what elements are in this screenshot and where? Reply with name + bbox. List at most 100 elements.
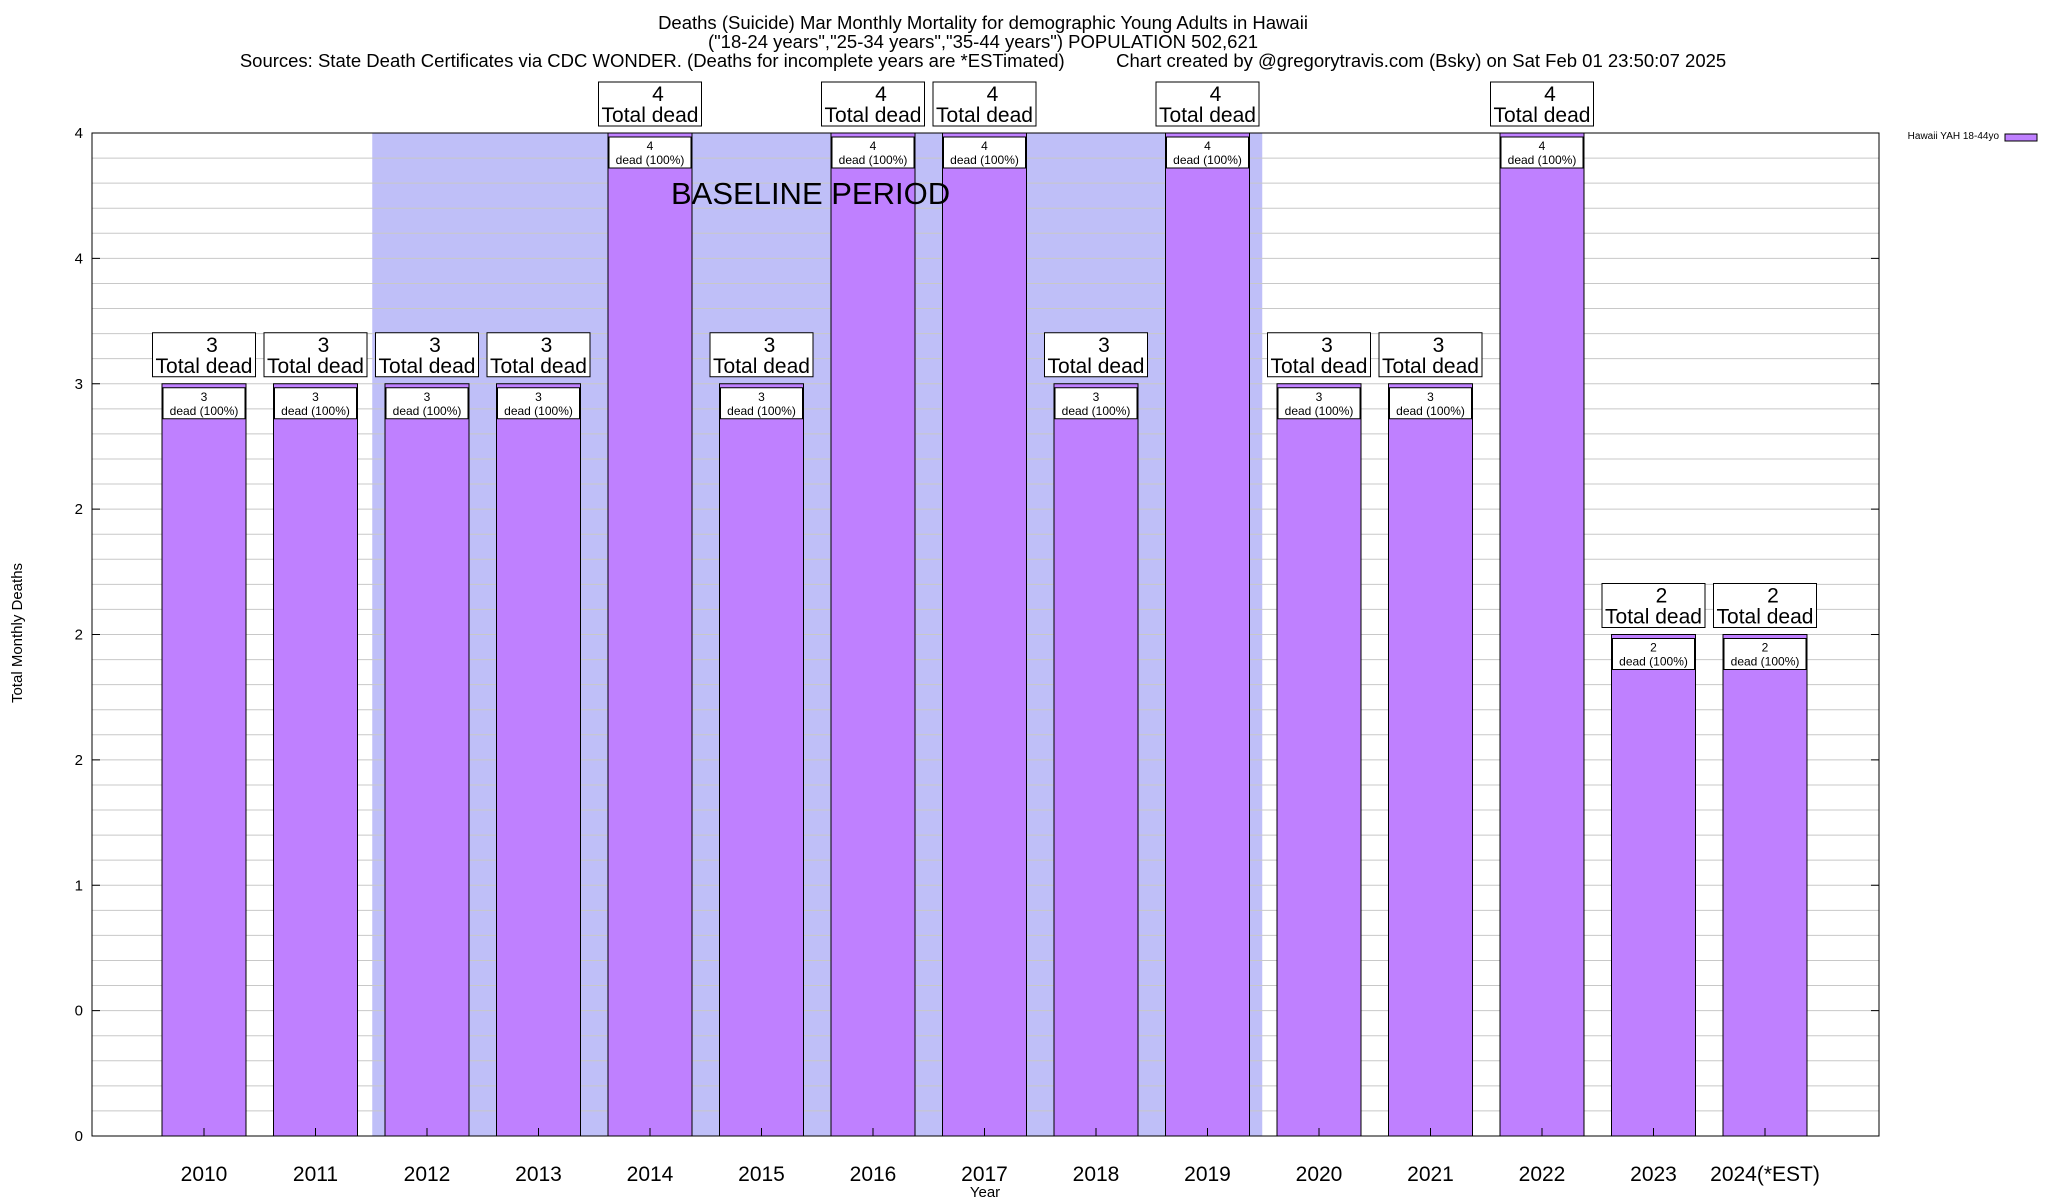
total-label-value: 3: [318, 334, 330, 357]
bar: [1499, 132, 1585, 1137]
x-tick-label: 2011: [293, 1163, 338, 1186]
inner-label-value: 3: [1427, 390, 1434, 404]
inner-label-text: dead (100%): [281, 404, 350, 418]
inner-label-box: [497, 387, 580, 420]
y-tick-label: 0: [75, 1003, 83, 1020]
total-label-box: [263, 332, 368, 378]
inner-label-text: dead (100%): [1285, 404, 1354, 418]
chart-header: Deaths (Suicide) Mar Monthly Mortality f…: [0, 13, 1966, 70]
total-label-text: Total dead: [1382, 355, 1479, 378]
legend-label: Hawaii YAH 18-44yo: [1908, 131, 2000, 142]
chart-subtitle: ("18-24 years","25-34 years","35-44 year…: [707, 31, 1259, 52]
total-label-text: Total dead: [1717, 606, 1814, 629]
legend-swatch: [2004, 133, 2038, 142]
inner-label-box: [943, 136, 1026, 169]
total-label-text: Total dead: [825, 104, 922, 127]
inner-label-value: 4: [981, 139, 988, 153]
inner-label-value: 2: [1650, 641, 1657, 655]
total-label-value: 4: [987, 83, 999, 106]
inner-label-value: 4: [1204, 139, 1211, 153]
total-label-box: [1378, 332, 1483, 378]
inner-label-value: 4: [870, 139, 877, 153]
y-tick-label: 1: [75, 877, 83, 894]
inner-label-text: dead (100%): [1396, 404, 1465, 418]
x-tick-label: 2023: [1630, 1163, 1677, 1186]
total-label-text: Total dead: [490, 355, 587, 378]
x-tick-label: 2016: [850, 1163, 897, 1186]
total-label-box: [1601, 583, 1706, 628]
inner-label-box: [1277, 387, 1361, 420]
x-tick-label: 2012: [404, 1163, 451, 1186]
total-label-box: [152, 332, 256, 378]
inner-label-value: 4: [647, 139, 654, 153]
inner-label-box: [1166, 136, 1249, 169]
total-label-text: Total dead: [1494, 104, 1591, 127]
total-label-box: [375, 332, 479, 378]
total-label-value: 4: [652, 83, 664, 106]
y-tick-label: 4: [75, 250, 83, 267]
inner-label-text: dead (100%): [1062, 404, 1131, 418]
inner-label-box: [1389, 387, 1472, 420]
inner-label-box: [720, 387, 803, 420]
inner-label-value: 3: [535, 390, 542, 404]
chart-sources-line: Sources: State Death Certificates via CD…: [0, 51, 1966, 70]
total-label-value: 3: [429, 334, 441, 357]
legend-layer: Hawaii YAH 18-44yo: [1908, 131, 2038, 142]
axis-layer: 0 0 1 2 2 2 3 4 4 Year Total Monthly Deaths 2010 201…: [9, 125, 1879, 1200]
total-label-text: Total dead: [379, 355, 476, 378]
inner-label-box: [162, 387, 246, 420]
bar: [496, 383, 581, 1137]
total-label-box: [1713, 583, 1817, 628]
total-label-box: [486, 332, 591, 378]
bar: [1053, 383, 1139, 1137]
total-label-box: [1490, 81, 1594, 127]
inner-label-value: 3: [201, 390, 208, 404]
bar: [942, 132, 1027, 1137]
total-label-value: 2: [1656, 585, 1668, 608]
total-label-text: Total dead: [1605, 606, 1702, 629]
x-tick-label: 2013: [515, 1163, 562, 1186]
inner-label-text: dead (100%): [1508, 153, 1577, 167]
y-tick-label: 3: [75, 376, 83, 393]
baseline-label: BASELINE PERIOD: [671, 176, 950, 211]
inner-label-value: 4: [1539, 139, 1546, 153]
inner-label-box: [608, 136, 692, 169]
total-label-value: 3: [541, 334, 553, 357]
x-tick-label: 2014: [627, 1163, 674, 1186]
total-label-value: 4: [875, 83, 887, 106]
x-tick-label: 2019: [1184, 1163, 1231, 1186]
y-tick-label: 0: [75, 1128, 83, 1145]
total-label-value: 3: [206, 334, 218, 357]
chart-title: Deaths (Suicide) Mar Monthly Mortality f…: [658, 12, 1308, 33]
inner-label-box: [1723, 638, 1807, 670]
total-label-box: [932, 81, 1037, 127]
bar: [1722, 634, 1808, 1137]
inner-label-text: dead (100%): [727, 404, 796, 418]
total-label-value: 3: [1433, 334, 1445, 357]
inner-label-value: 3: [1316, 390, 1323, 404]
x-tick-label: 2010: [181, 1163, 228, 1186]
bar-layer: [161, 132, 1808, 1137]
bar: [719, 383, 804, 1137]
y-tick-label: 2: [75, 501, 83, 518]
y-tick-label: 2: [75, 627, 83, 644]
total-label-text: Total dead: [1159, 104, 1256, 127]
total-label-text: Total dead: [936, 104, 1033, 127]
inner-label-text: dead (100%): [1731, 655, 1800, 669]
total-label-box: [1044, 332, 1148, 378]
bar: [384, 383, 470, 1137]
total-label-text: Total dead: [156, 355, 253, 378]
inner-label-value: 3: [758, 390, 765, 404]
x-tick-label: 2024(*EST): [1710, 1163, 1820, 1186]
y-tick-label: 4: [75, 125, 83, 142]
sources-text: Sources: State Death Certificates via CD…: [239, 50, 1065, 71]
bar: [1276, 383, 1362, 1137]
total-label-value: 3: [1098, 334, 1110, 357]
inner-label-text: dead (100%): [950, 153, 1019, 167]
total-label-text: Total dead: [267, 355, 364, 378]
x-axis-label: Year: [970, 1184, 1000, 1200]
inner-label-text: dead (100%): [839, 153, 908, 167]
total-label-value: 4: [1544, 83, 1556, 106]
bar: [161, 383, 247, 1137]
